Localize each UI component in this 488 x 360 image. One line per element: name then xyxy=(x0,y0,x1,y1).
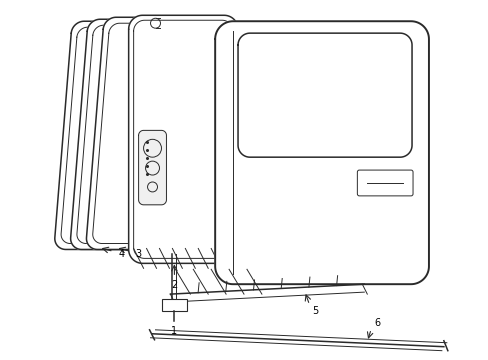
Text: 5: 5 xyxy=(312,306,318,316)
Polygon shape xyxy=(138,130,166,205)
Polygon shape xyxy=(70,19,171,249)
Text: 2: 2 xyxy=(171,280,177,290)
Polygon shape xyxy=(128,15,238,264)
Polygon shape xyxy=(215,21,428,284)
Polygon shape xyxy=(55,21,156,249)
FancyBboxPatch shape xyxy=(357,170,412,196)
Text: 1: 1 xyxy=(171,326,177,336)
Text: 6: 6 xyxy=(373,318,380,328)
Bar xyxy=(162,299,187,311)
Text: 4: 4 xyxy=(119,249,124,260)
Polygon shape xyxy=(86,17,189,249)
Text: 3: 3 xyxy=(135,249,142,260)
